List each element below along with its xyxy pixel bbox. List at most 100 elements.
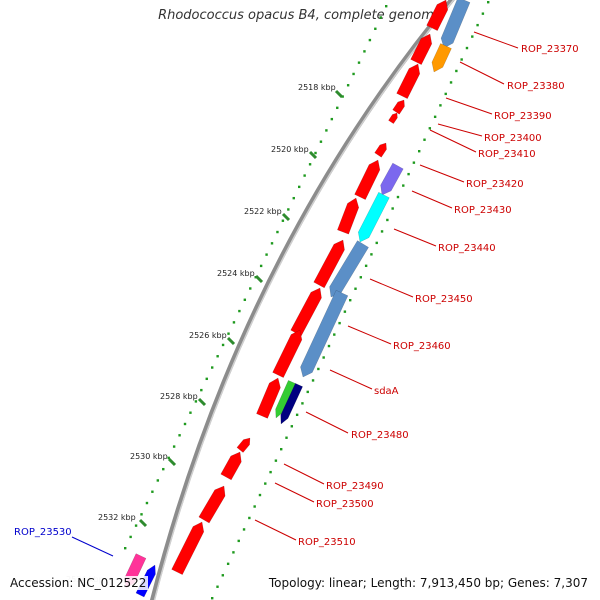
inner-dot: [423, 138, 426, 141]
outer-dot: [156, 479, 160, 482]
outer-dot: [368, 38, 372, 42]
inner-dot: [285, 436, 288, 439]
gene-feature: [426, 0, 449, 32]
gene-label: ROP_23410: [478, 149, 536, 160]
gene-feature: [410, 33, 433, 66]
gene-label: ROP_23380: [507, 81, 565, 92]
gene-label: ROP_23430: [454, 205, 512, 216]
inner-dot: [311, 379, 315, 382]
inner-dot: [364, 264, 368, 268]
gene-feature: [236, 437, 251, 453]
gene-label: ROP_23440: [438, 243, 496, 254]
leader-line: [437, 123, 483, 137]
gene-feature: [431, 43, 452, 73]
inner-dot: [226, 562, 230, 566]
outer-dot: [379, 16, 382, 19]
gene-label: ROP_23420: [466, 179, 524, 190]
inner-dot: [211, 597, 214, 600]
gene-feature: [354, 159, 381, 200]
outer-dot: [216, 355, 219, 358]
scale-tick-label: 2530 kbp: [130, 452, 168, 461]
inner-dot: [481, 12, 485, 15]
outer-dot: [167, 456, 170, 460]
gene-feature: [275, 380, 296, 419]
outer-dot: [292, 196, 295, 200]
gene-label: ROP_23500: [316, 499, 374, 510]
inner-dot: [449, 81, 453, 84]
gene-label: ROP_23480: [351, 430, 409, 441]
inner-dot: [221, 574, 225, 577]
inner-dot: [216, 585, 219, 588]
inner-dot: [386, 218, 389, 222]
outer-dot: [319, 140, 323, 143]
leader-line: [393, 228, 437, 247]
inner-dot: [476, 23, 479, 27]
outer-dot: [129, 535, 132, 539]
outer-dot: [287, 208, 290, 211]
gene-feature: [198, 485, 226, 524]
inner-dot: [439, 104, 442, 107]
leader-line: [254, 519, 297, 541]
outer-dot: [357, 61, 361, 64]
gene-label: ROP_23530: [14, 527, 72, 538]
outer-dot: [243, 298, 247, 301]
inner-dot: [391, 207, 394, 210]
gene-label: ROP_23460: [393, 341, 451, 352]
inner-dot: [370, 253, 373, 256]
leader-line: [274, 482, 315, 503]
outer-dot: [325, 129, 328, 132]
inner-dot: [237, 539, 240, 543]
outer-dot: [227, 332, 230, 335]
inner-dot: [242, 528, 246, 531]
inner-dot: [418, 150, 421, 153]
gene-label: ROP_23490: [326, 481, 384, 492]
gene-feature: [256, 377, 281, 419]
outer-dot: [200, 388, 203, 392]
outer-dot: [134, 524, 138, 527]
gene-feature: [290, 287, 322, 337]
outer-dot: [151, 490, 154, 493]
gene-label: sdaA: [374, 386, 399, 397]
scale-tick-label: 2520 kbp: [271, 145, 309, 154]
leader-line: [71, 536, 114, 557]
outer-dot: [281, 219, 285, 222]
gene-feature: [396, 63, 421, 100]
gene-feature: [380, 162, 404, 196]
inner-dot: [465, 46, 469, 50]
inner-dot: [349, 299, 352, 302]
outer-dot: [276, 230, 279, 234]
inner-dot: [412, 161, 416, 164]
leader-line: [283, 463, 325, 485]
inner-dot: [301, 402, 304, 405]
labels: ROP_23370 ROP_23380 ROP_23390 ROP_23400 ROP_…: [14, 44, 579, 548]
scale-tick: [281, 212, 291, 222]
inner-dot: [407, 172, 410, 176]
inner-dot: [343, 310, 347, 313]
gene-feature: [374, 142, 387, 158]
outer-dot: [238, 309, 241, 313]
map-title: Rhodococcus opacus B4, complete genome: [158, 8, 442, 23]
gene-features: [124, 0, 471, 598]
scale-tick-label: 2526 kbp: [189, 331, 227, 340]
gene-label: ROP_23370: [521, 44, 579, 55]
gene-label: ROP_23400: [484, 133, 542, 144]
inner-dot: [375, 241, 378, 245]
outer-dot: [341, 95, 344, 98]
inner-dot: [359, 276, 363, 279]
inner-dot: [380, 230, 384, 233]
outer-dot: [352, 72, 355, 76]
gene-label: ROP_23510: [298, 537, 356, 548]
inner-dot: [274, 459, 278, 462]
outer-dot: [189, 411, 192, 414]
backbone-line: [149, 0, 455, 600]
scale-tick: [254, 274, 264, 284]
gene-label: ROP_23450: [415, 294, 473, 305]
scale-tick: [167, 457, 177, 467]
leader-line: [445, 97, 493, 115]
leader-line: [347, 325, 392, 345]
scale-tick-label: 2518 kbp: [298, 83, 336, 92]
scale-tick-label: 2524 kbp: [217, 269, 255, 278]
inner-dot: [455, 69, 458, 73]
outer-dot: [270, 242, 274, 245]
